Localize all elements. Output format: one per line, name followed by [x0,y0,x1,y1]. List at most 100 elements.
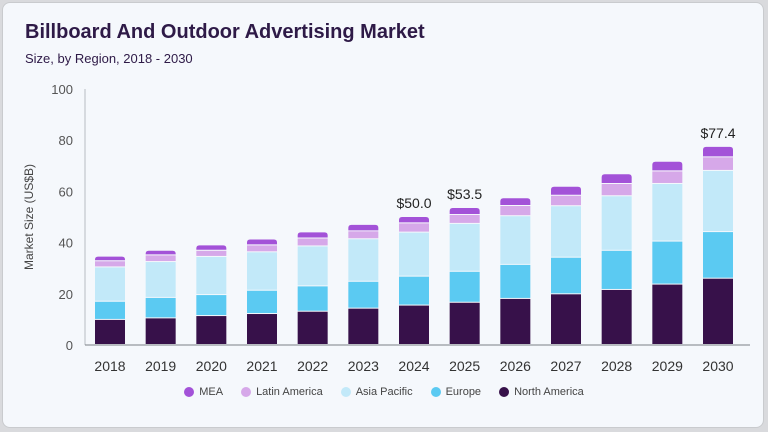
legend-item[interactable]: MEA [184,386,223,398]
bar-segment-mea [601,174,632,183]
legend-label: North America [514,386,584,398]
bar-segment-latin-america [95,261,125,267]
y-tick-label: 60 [59,184,73,199]
y-axis-label: Market Size (US$B) [22,164,36,270]
bar-segment-europe [652,241,683,284]
bar-segment-north-america [449,302,480,344]
legend-label: Latin America [256,386,323,398]
bar-segment-europe [95,301,125,319]
bar-segment-europe [196,295,227,316]
bar-segment-asia-pacific [703,170,733,232]
legend-swatch [499,387,510,397]
bar-segment-asia-pacific [348,239,379,281]
bar-segment-latin-america [348,231,379,239]
bar-segment-europe [601,250,632,289]
legend-item[interactable]: Latin America [241,386,323,398]
bar-segment-north-america [196,316,227,344]
bar-segment-mea [399,217,429,223]
x-tick-label: 2024 [398,358,429,374]
legend-label: MEA [199,386,224,398]
x-tick-label: 2022 [297,358,328,374]
legend-item[interactable]: North America [499,386,584,398]
x-tick-label: 2021 [246,358,277,374]
x-tick-label: 2030 [702,358,733,374]
legend-swatch [430,387,441,397]
legend-item[interactable]: Europe [430,386,482,398]
x-tick-label: 2025 [449,358,480,374]
chart-subtitle: Size, by Region, 2018 - 2030 [25,51,193,66]
bar-segment-north-america [652,284,683,344]
bar-segment-latin-america [551,195,581,206]
x-tick-label: 2027 [550,358,581,374]
bar-segment-mea [196,245,227,250]
legend-label: Europe [445,386,482,398]
bar-segment-mea [449,208,480,214]
bar-segment-asia-pacific [449,223,480,271]
bar-segment-europe [247,290,277,314]
bar-segment-latin-america [601,183,632,196]
bar-segment-mea [145,250,176,255]
bar-segment-latin-america [145,255,176,262]
chart-card: Billboard And Outdoor Advertising Market… [2,2,764,428]
bar-segment-latin-america [703,157,733,170]
y-tick-label: 100 [51,82,73,97]
bar-segment-north-america [500,298,531,344]
legend-label: Asia Pacific [355,386,413,398]
bar-segment-asia-pacific [95,267,125,301]
legend-swatch [340,387,351,397]
bar-segment-asia-pacific [399,232,429,276]
bar-segment-north-america [145,318,176,344]
x-tick-label: 2029 [652,358,683,374]
bar-segment-asia-pacific [652,183,683,241]
y-tick-label: 0 [66,338,73,353]
bar-segment-north-america [348,308,379,344]
legend-item[interactable]: Asia Pacific [340,386,413,398]
y-tick-label: 20 [59,287,73,302]
bar-segment-latin-america [297,238,328,246]
bar-segment-north-america [703,278,733,344]
data-label: $53.5 [447,186,482,202]
data-label: $50.0 [396,195,431,211]
bar-segment-latin-america [449,214,480,223]
bar-segment-mea [297,232,328,238]
bar-segment-mea [551,186,581,195]
legend-swatch [184,387,195,397]
bar-segment-europe [348,281,379,308]
x-tick-label: 2019 [145,358,176,374]
bar-segment-asia-pacific [500,216,531,264]
bar-segment-mea [348,224,379,231]
bar-segment-latin-america [500,205,531,216]
x-tick-label: 2023 [348,358,379,374]
chart-title: Billboard And Outdoor Advertising Market [25,21,425,43]
bar-segment-europe [145,297,176,318]
bar-segment-latin-america [247,245,277,252]
bar-segment-europe [399,276,429,305]
x-tick-label: 2020 [196,358,227,374]
legend-swatch [241,387,252,397]
bar-segment-asia-pacific [297,246,328,286]
bar-segment-asia-pacific [601,196,632,250]
bar-segment-asia-pacific [145,262,176,297]
x-tick-label: 2026 [500,358,531,374]
bar-segment-mea [247,239,277,245]
bar-segment-europe [449,271,480,302]
y-tick-label: 40 [59,236,73,251]
bar-segment-europe [703,232,733,278]
bar-segment-north-america [247,314,277,344]
x-tick-label: 2028 [601,358,632,374]
bar-segment-asia-pacific [551,206,581,257]
bar-segment-europe [297,286,328,311]
bar-segment-north-america [399,305,429,344]
bar-segment-europe [551,257,581,294]
bar-segment-latin-america [399,223,429,232]
bar-segment-north-america [601,289,632,344]
bar-segment-asia-pacific [196,256,227,295]
bar-segment-north-america [297,311,328,344]
bar-segment-mea [95,256,125,261]
bar-segment-north-america [551,294,581,344]
x-tick-label: 2018 [94,358,125,374]
bar-segment-mea [500,198,531,205]
bar-segment-north-america [95,319,125,344]
bar-segment-latin-america [652,171,683,183]
